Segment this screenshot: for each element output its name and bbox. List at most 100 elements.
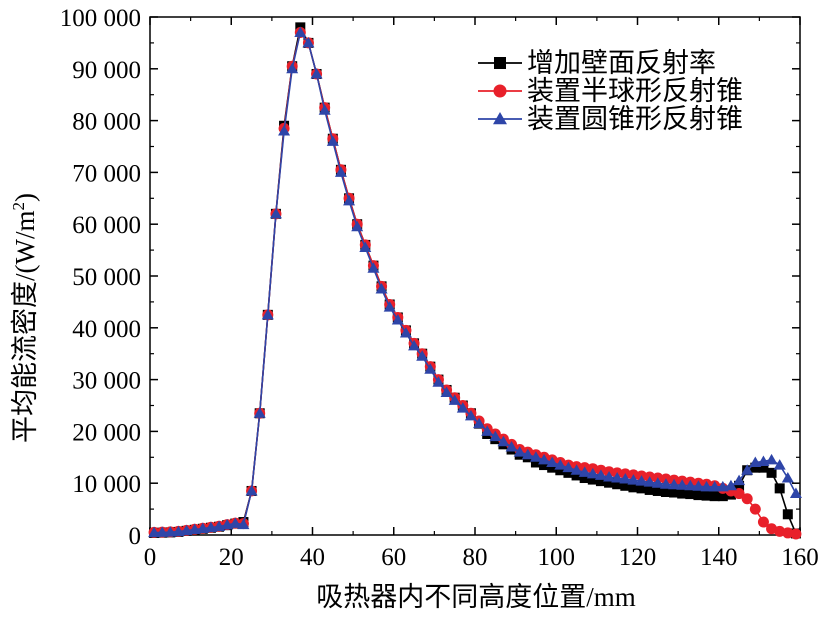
series-3-point bbox=[196, 522, 209, 534]
series-3-point bbox=[700, 480, 713, 492]
series-3 bbox=[148, 26, 802, 538]
series-1-point bbox=[709, 491, 720, 502]
series-layer bbox=[148, 22, 802, 540]
series-1-point bbox=[669, 487, 680, 498]
series-2-point bbox=[733, 488, 745, 500]
series-1-point bbox=[677, 488, 688, 499]
series-3-point bbox=[408, 339, 421, 351]
series-3-point bbox=[261, 308, 274, 320]
series-1-point bbox=[604, 477, 615, 488]
y-tick-label: 100 000 bbox=[60, 5, 141, 32]
series-3-point bbox=[594, 469, 607, 480]
series-3-point bbox=[716, 480, 729, 492]
legend-marker bbox=[493, 112, 507, 125]
series-3-point bbox=[684, 479, 697, 491]
series-1-point bbox=[636, 483, 647, 494]
series-3-point bbox=[310, 67, 323, 79]
x-tick-label: 40 bbox=[300, 544, 325, 571]
series-3-point bbox=[635, 475, 648, 486]
x-tick-label: 20 bbox=[219, 544, 244, 571]
series-2-point bbox=[774, 525, 786, 537]
series-3-point bbox=[546, 456, 559, 467]
y-tick-label: 70 000 bbox=[72, 160, 141, 187]
y-axis-title-main: 平均能流密度/(W/m bbox=[10, 211, 40, 443]
series-3-point bbox=[611, 472, 624, 483]
series-3-point bbox=[692, 480, 705, 491]
series-3-point bbox=[562, 461, 575, 473]
series-1-point bbox=[701, 490, 712, 501]
y-tick-label: 90 000 bbox=[72, 57, 141, 84]
series-3-point bbox=[351, 220, 364, 232]
series-3-point bbox=[432, 376, 445, 387]
series-3-point bbox=[286, 62, 299, 74]
y-tick-label: 50 000 bbox=[72, 264, 141, 291]
series-1-point bbox=[644, 484, 655, 495]
y-tick-label: 20 000 bbox=[72, 419, 141, 446]
y-tick-label: 30 000 bbox=[72, 368, 141, 395]
series-3-point bbox=[513, 446, 526, 457]
series-3-point bbox=[399, 326, 412, 338]
series-1-point bbox=[595, 476, 606, 487]
series-1-point bbox=[782, 509, 793, 520]
series-3-point bbox=[505, 440, 518, 452]
series-3-point bbox=[497, 435, 510, 447]
series-3-point bbox=[789, 487, 802, 499]
series-3-point bbox=[586, 467, 599, 479]
series-3-point bbox=[375, 282, 388, 294]
series-3-point bbox=[489, 430, 502, 442]
series-3-point bbox=[302, 36, 315, 48]
x-tick-label: 120 bbox=[619, 544, 657, 571]
series-2-point bbox=[782, 527, 794, 539]
series-3-point bbox=[359, 241, 372, 253]
series-3-point bbox=[391, 314, 404, 325]
series-3-point bbox=[440, 386, 453, 398]
series-3-point bbox=[473, 417, 486, 429]
series-3-point bbox=[156, 526, 169, 537]
series-3-point bbox=[253, 407, 266, 418]
series-3-point bbox=[164, 526, 177, 537]
series-1-point bbox=[628, 482, 639, 493]
series-1-point bbox=[539, 460, 550, 471]
series-3-point bbox=[570, 464, 583, 475]
series-2-point bbox=[749, 503, 761, 515]
series-2-point bbox=[790, 528, 802, 540]
series-3-point bbox=[343, 194, 356, 206]
legend-marker bbox=[493, 84, 507, 98]
series-3-point bbox=[749, 456, 762, 467]
series-3-point bbox=[367, 262, 380, 273]
series-3-point bbox=[204, 521, 217, 532]
series-1-point bbox=[587, 474, 598, 485]
y-axis-title-close: ) bbox=[10, 193, 40, 202]
series-3-point bbox=[659, 478, 672, 489]
series-1-point bbox=[579, 473, 590, 484]
series-3-point bbox=[529, 451, 542, 462]
y-tick-label: 60 000 bbox=[72, 212, 141, 239]
legend-label: 装置半球形反射锥 bbox=[527, 76, 743, 106]
series-3-point bbox=[269, 207, 282, 219]
series-3-point bbox=[773, 459, 786, 470]
series-3-point bbox=[651, 477, 664, 488]
series-3-point bbox=[334, 166, 347, 177]
series-1-point bbox=[612, 479, 623, 490]
series-1-point bbox=[563, 467, 574, 478]
series-3-point bbox=[424, 363, 437, 374]
y-tick-label: 10 000 bbox=[72, 471, 141, 498]
series-1-point bbox=[620, 480, 631, 491]
series-3-point bbox=[481, 425, 494, 436]
series-1-point bbox=[547, 462, 558, 473]
legend-marker bbox=[494, 57, 506, 69]
series-1-point bbox=[750, 462, 761, 473]
series-3-point bbox=[603, 470, 616, 482]
series-1-point bbox=[555, 465, 566, 476]
series-3-point bbox=[148, 526, 161, 538]
series-3-point bbox=[326, 135, 339, 146]
series-3-point bbox=[733, 474, 746, 486]
series-3-point bbox=[741, 464, 754, 475]
y-axis-title-sup: 2 bbox=[9, 202, 28, 211]
series-3-point bbox=[676, 479, 689, 490]
series-3-point bbox=[416, 350, 429, 361]
x-tick-label: 160 bbox=[781, 544, 819, 571]
series-3-point bbox=[619, 473, 632, 484]
series-3-point bbox=[554, 459, 567, 470]
